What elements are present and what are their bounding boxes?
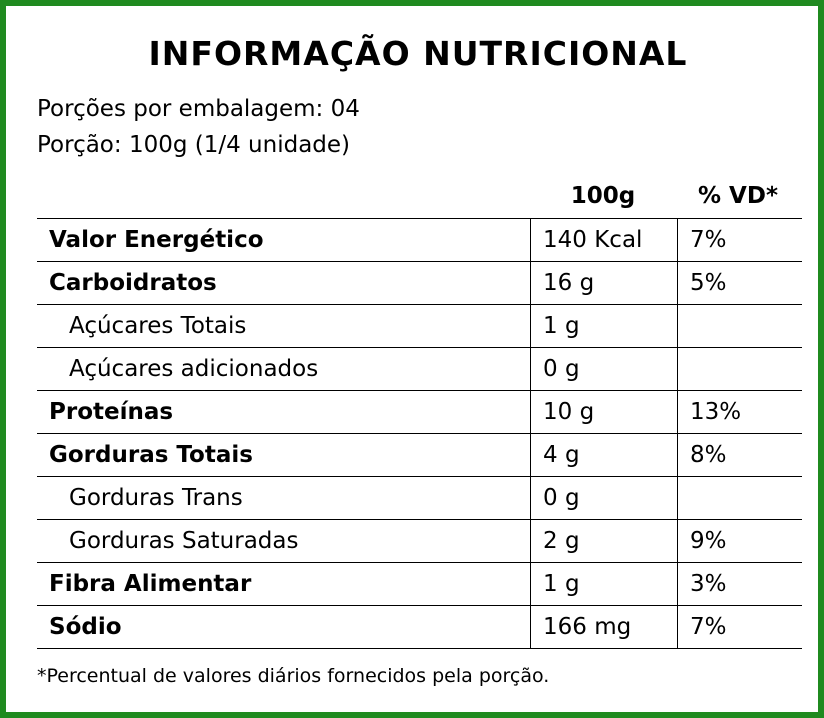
table-row: Gorduras Trans 0 g [37, 476, 802, 520]
nutrient-name: Fibra Alimentar [37, 562, 531, 606]
nutrient-daily-value: 5% [677, 261, 802, 305]
nutrient-amount: 1 g [530, 304, 678, 348]
nutrient-name: Açúcares adicionados [37, 347, 531, 391]
nutrient-daily-value: 13% [677, 390, 802, 434]
table-row: Proteínas 10 g 13% [37, 390, 802, 434]
nutrient-amount: 1 g [530, 562, 678, 606]
nutrient-name: Gorduras Saturadas [37, 519, 531, 563]
nutrient-daily-value: 3% [677, 562, 802, 606]
column-header-daily-value: % VD* [698, 183, 778, 209]
table-row: Fibra Alimentar 1 g 3% [37, 562, 802, 606]
footnote: *Percentual de valores diários fornecido… [37, 665, 550, 687]
servings-per-package: Porções por embalagem: 04 [37, 96, 360, 122]
table-row: Carboidratos 16 g 5% [37, 261, 802, 305]
label-title: INFORMAÇÃO NUTRICIONAL [148, 34, 688, 73]
nutrient-amount: 0 g [530, 476, 678, 520]
table-row: Açúcares adicionados 0 g [37, 347, 802, 391]
nutrient-amount: 10 g [530, 390, 678, 434]
table-row: Gorduras Saturadas 2 g 9% [37, 519, 802, 563]
nutrient-daily-value: 7% [677, 218, 802, 262]
serving-size: Porção: 100g (1/4 unidade) [37, 132, 351, 158]
nutrient-daily-value [677, 347, 802, 391]
nutrient-amount: 2 g [530, 519, 678, 563]
nutrient-daily-value [677, 304, 802, 348]
nutrient-name: Açúcares Totais [37, 304, 531, 348]
nutrient-amount: 140 Kcal [530, 218, 678, 262]
table-row: Açúcares Totais 1 g [37, 304, 802, 348]
table-row: Valor Energético 140 Kcal 7% [37, 218, 802, 262]
nutrient-name: Gorduras Totais [37, 433, 531, 477]
table-row: Gorduras Totais 4 g 8% [37, 433, 802, 477]
nutrient-name: Valor Energético [37, 218, 531, 262]
nutrient-name: Gorduras Trans [37, 476, 531, 520]
nutrient-name: Sódio [37, 605, 531, 649]
nutrient-amount: 0 g [530, 347, 678, 391]
nutrient-daily-value [677, 476, 802, 520]
nutrient-name: Proteínas [37, 390, 531, 434]
nutrient-amount: 166 mg [530, 605, 678, 649]
nutrient-name: Carboidratos [37, 261, 531, 305]
nutrient-daily-value: 9% [677, 519, 802, 563]
column-header-amount: 100g [570, 183, 636, 209]
table-row: Sódio 166 mg 7% [37, 605, 802, 649]
nutrient-amount: 16 g [530, 261, 678, 305]
nutrition-table: Valor Energético 140 Kcal 7% Carboidrato… [37, 218, 802, 649]
nutrient-amount: 4 g [530, 433, 678, 477]
nutrient-daily-value: 7% [677, 605, 802, 649]
nutrient-daily-value: 8% [677, 433, 802, 477]
